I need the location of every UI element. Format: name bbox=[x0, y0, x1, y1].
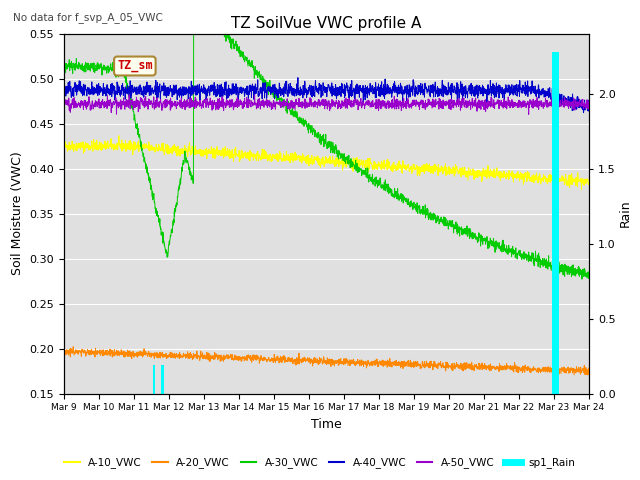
Y-axis label: Rain: Rain bbox=[618, 200, 631, 228]
Text: No data for f_svp_A_05_VWC: No data for f_svp_A_05_VWC bbox=[13, 12, 163, 23]
Text: TZ_sm: TZ_sm bbox=[117, 60, 153, 72]
Bar bbox=[153, 365, 156, 394]
Bar bbox=[552, 52, 559, 394]
Y-axis label: Soil Moisture (VWC): Soil Moisture (VWC) bbox=[11, 152, 24, 276]
Bar bbox=[161, 365, 164, 394]
X-axis label: Time: Time bbox=[311, 418, 342, 431]
Legend: A-10_VWC, A-20_VWC, A-30_VWC, A-40_VWC, A-50_VWC, sp1_Rain: A-10_VWC, A-20_VWC, A-30_VWC, A-40_VWC, … bbox=[60, 453, 580, 472]
Title: TZ SoilVue VWC profile A: TZ SoilVue VWC profile A bbox=[231, 16, 422, 31]
